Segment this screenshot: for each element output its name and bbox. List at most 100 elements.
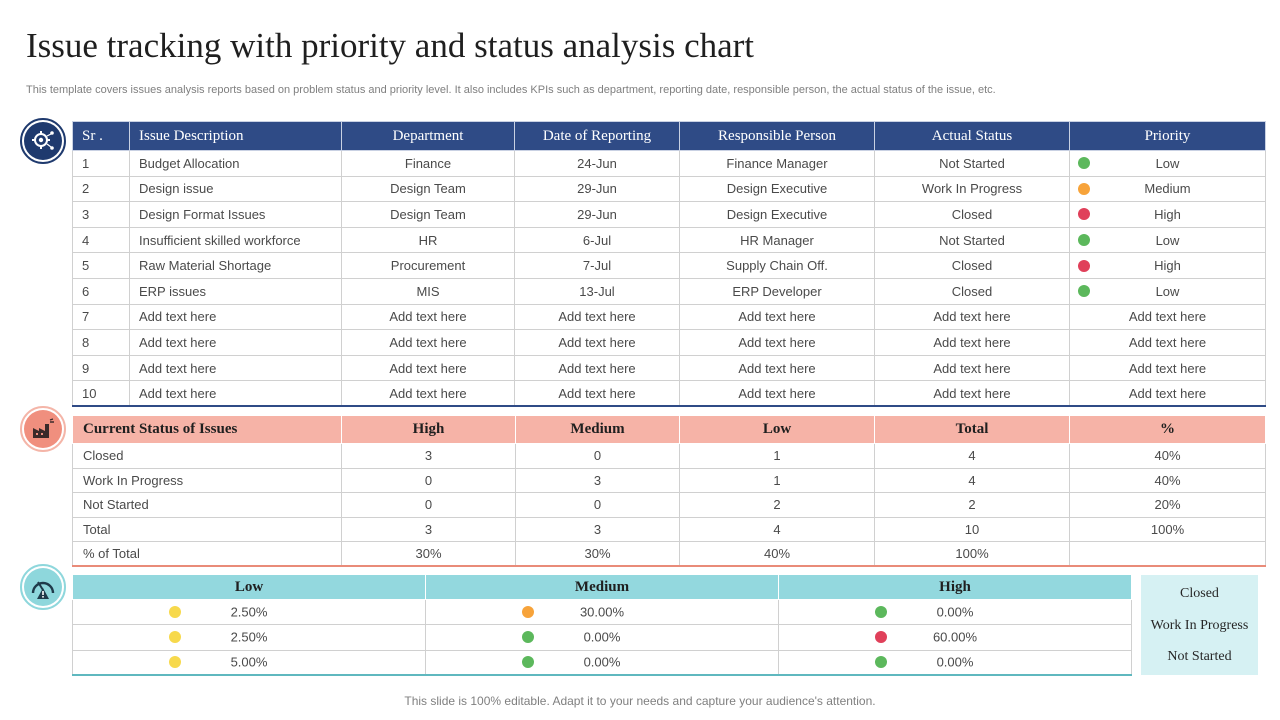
status-dot-icon bbox=[169, 606, 181, 619]
priority-dot-icon bbox=[1078, 208, 1090, 221]
priority-label: High bbox=[1154, 206, 1181, 222]
table-cell: Work In Progress bbox=[72, 467, 342, 494]
table-cell-department: MIS bbox=[341, 277, 515, 305]
status-summary-table: Current Status of Issues High Medium Low… bbox=[72, 415, 1266, 568]
table-cell-department: Add text here bbox=[341, 354, 515, 382]
table-cell-date: 13-Jul bbox=[514, 277, 680, 305]
table-cell-status: Closed bbox=[874, 277, 1070, 305]
priority-label: Low bbox=[1155, 283, 1180, 299]
table-cell: 20% bbox=[1069, 492, 1266, 518]
table-cell: Total bbox=[72, 516, 342, 543]
table-cell: 40% bbox=[679, 541, 875, 568]
table-cell-status: Add text here bbox=[874, 303, 1070, 331]
table-cell-status: Not Started bbox=[874, 150, 1070, 177]
table-cell-status: Not Started bbox=[874, 226, 1070, 254]
table-cell-status: Work In Progress bbox=[874, 175, 1070, 203]
table-cell: 10 bbox=[874, 516, 1070, 543]
table-cell-department: Design Team bbox=[341, 201, 515, 228]
factory-icon bbox=[20, 406, 66, 452]
priority-label: Medium bbox=[1144, 181, 1191, 197]
percent-header-row: Low Medium High bbox=[72, 574, 1132, 600]
table-row: 5.00% 0.00% 0.00% bbox=[72, 649, 1132, 677]
gauge-warning-icon bbox=[20, 564, 66, 610]
table-cell-description: Design issue bbox=[129, 175, 342, 203]
table-cell-description: Add text here bbox=[129, 303, 342, 331]
table-cell: 0 bbox=[341, 492, 516, 518]
priority-label: Low bbox=[1155, 232, 1180, 248]
percent-value: 2.50% bbox=[230, 629, 268, 645]
status-dot-icon bbox=[875, 656, 887, 669]
column-header: Department bbox=[341, 121, 515, 151]
row-label-not-started: Not Started bbox=[1167, 649, 1232, 664]
table-cell: 100% bbox=[1069, 516, 1266, 543]
column-header: Current Status of Issues bbox=[72, 415, 342, 444]
column-header: Total bbox=[874, 415, 1070, 444]
status-header-row: Current Status of Issues High Medium Low… bbox=[72, 415, 1266, 444]
table-cell-sr: 7 bbox=[72, 303, 130, 331]
priority-dot-icon bbox=[1078, 234, 1090, 247]
percent-cell-content: 0.00% bbox=[780, 601, 1131, 624]
table-row: Work In Progress 0 3 1 4 40% bbox=[72, 467, 1266, 494]
table-cell: Closed bbox=[72, 443, 342, 469]
table-cell-sr: 4 bbox=[72, 226, 130, 254]
table-row: 6 ERP issues MIS 13-Jul ERP Developer Closed L… bbox=[72, 277, 1266, 305]
table-row: 2.50% 30.00% 0.00% bbox=[72, 598, 1132, 626]
percent-value: 2.50% bbox=[230, 604, 268, 620]
table-cell-priority: High bbox=[1069, 252, 1266, 279]
table-cell-description: ERP issues bbox=[129, 277, 342, 305]
table-cell-sr: 10 bbox=[72, 380, 130, 408]
table-cell-person: Add text here bbox=[679, 354, 875, 382]
column-header: Priority bbox=[1069, 121, 1266, 151]
status-dot-icon bbox=[875, 606, 887, 619]
table-cell-sr: 5 bbox=[72, 252, 130, 279]
table-row: 3 Design Format Issues Design Team 29-Jun De… bbox=[72, 201, 1266, 228]
table-cell-priority: Medium bbox=[1069, 175, 1266, 203]
table-cell-priority: Add text here bbox=[1069, 329, 1266, 356]
table-cell-status: Add text here bbox=[874, 329, 1070, 356]
table-cell-person: HR Manager bbox=[679, 226, 875, 254]
table-cell: 30.00% bbox=[425, 598, 779, 626]
table-cell: 1 bbox=[679, 443, 875, 469]
row-label-in-progress: Work In Progress bbox=[1150, 617, 1249, 633]
table-cell-sr: 3 bbox=[72, 201, 130, 228]
table-cell-priority: Low bbox=[1069, 277, 1266, 305]
table-cell: % of Total bbox=[72, 541, 342, 568]
table-cell: 2 bbox=[679, 492, 875, 518]
priority-label: High bbox=[1154, 258, 1181, 274]
priority-dot-icon bbox=[1078, 182, 1090, 195]
column-header: Actual Status bbox=[874, 121, 1070, 151]
table-row: 5 Raw Material Shortage Procurement 7-Jul Su… bbox=[72, 252, 1266, 279]
percent-value: 0.00% bbox=[583, 629, 621, 645]
table-cell-person: Design Executive bbox=[679, 175, 875, 203]
percent-cell-content: 0.00% bbox=[780, 651, 1131, 673]
percent-value: 30.00% bbox=[579, 604, 625, 620]
table-cell-priority: Add text here bbox=[1069, 380, 1266, 408]
page-title: Issue tracking with priority and status … bbox=[26, 26, 755, 65]
table-cell: 1 bbox=[679, 467, 875, 494]
table-row: 4 Insufficient skilled workforce HR 6-Jul HR… bbox=[72, 226, 1266, 254]
priority-dot-icon bbox=[1078, 157, 1090, 170]
table-row: 9 Add text here Add text here Add text here… bbox=[72, 354, 1266, 382]
table-cell-date: Add text here bbox=[514, 329, 680, 356]
table-cell: 30% bbox=[341, 541, 516, 568]
percent-cell-content: 0.00% bbox=[427, 651, 778, 673]
table-cell-priority: Low bbox=[1069, 226, 1266, 254]
table-cell-priority: High bbox=[1069, 201, 1266, 228]
table-cell-date: Add text here bbox=[514, 354, 680, 382]
priority-percent-table: Low Medium High 2.50% 30.00% 0.00% 2.50% 0.0… bbox=[72, 574, 1132, 677]
table-cell-person: Add text here bbox=[679, 329, 875, 356]
table-cell-department: HR bbox=[341, 226, 515, 254]
table-cell: 2 bbox=[874, 492, 1070, 518]
table-cell: 30% bbox=[515, 541, 680, 568]
table-cell-priority: Add text here bbox=[1069, 354, 1266, 382]
table-cell: 40% bbox=[1069, 467, 1266, 494]
table-cell: Not Started bbox=[72, 492, 342, 518]
status-row-labels: Closed Work In Progress Not Started bbox=[1141, 575, 1258, 675]
percent-value: 5.00% bbox=[230, 654, 268, 670]
table-cell: 4 bbox=[679, 516, 875, 543]
table-cell: 0.00% bbox=[778, 649, 1132, 677]
status-dot-icon bbox=[522, 606, 534, 619]
column-header: High bbox=[341, 415, 516, 444]
table-cell-sr: 9 bbox=[72, 354, 130, 382]
table-cell-date: 29-Jun bbox=[514, 175, 680, 203]
